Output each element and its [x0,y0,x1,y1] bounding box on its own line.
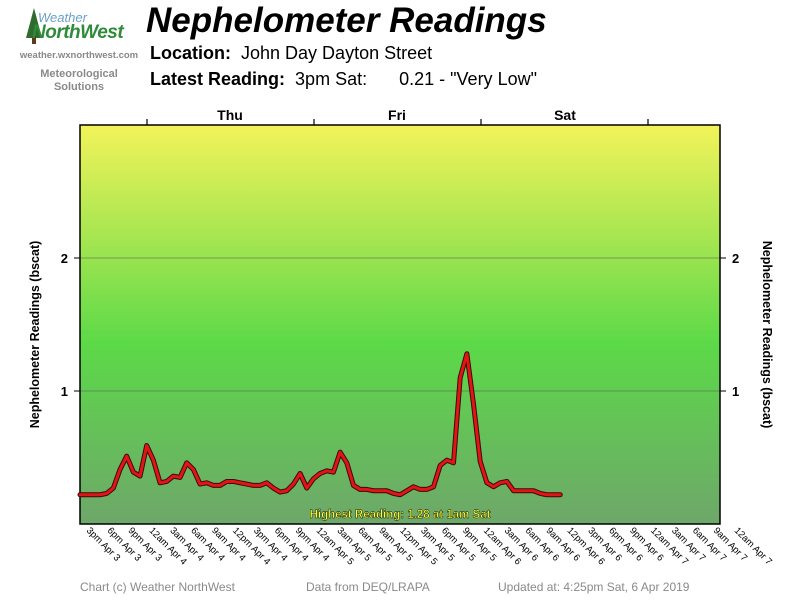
day-label-thu: Thu [217,107,243,123]
logo-brand-top: Weather [38,10,87,25]
footer-source: Data from DEQ/LRAPA [306,580,430,594]
series-line [78,352,562,497]
y-tick-label-right: 1 [732,384,739,399]
plot-frame [79,124,721,525]
latest-label: Latest Reading: [150,69,286,89]
page-title: Nephelometer Readings [146,1,547,40]
y-axis-title-left: Nephelometer Readings (bscat) [28,241,42,429]
latest-reading-line: Latest Reading: 3pm Sat: 0.21 - "Very Lo… [150,69,537,90]
footer-updated: Updated at: 4:25pm Sat, 6 Apr 2019 [498,580,690,594]
logo-url[interactable]: weather.wxnorthwest.com [19,50,139,61]
day-label-fri: Fri [388,107,406,123]
day-label-sat: Sat [554,107,576,123]
logo-tagline-line2: Solutions [53,81,105,93]
y-tick-label-left: 1 [61,384,68,399]
tree-icon [26,8,42,44]
location-line: Location: John Day Dayton Street [150,43,432,64]
logo: Weather NorthWest weather.wxnorthwest.co… [8,4,140,96]
logo-brand-main: NorthWest [32,22,124,43]
highest-reading-annotation: Highest Reading: 1.28 at 1am Sat [310,509,491,521]
y-tick-label-left: 2 [61,251,68,266]
latest-time: 3pm Sat: [295,69,368,89]
latest-value: 0.21 - "Very Low" [399,69,537,89]
plot-area [80,125,720,524]
location-value: John Day Dayton Street [241,43,433,63]
nephelometer-chart: 1 1 2 2 Thu Fri Sat Nephelometer Readings (bsca… [28,107,774,567]
logo-tagline-line1: Meteorological [40,68,118,80]
y-tick-label-right: 2 [732,251,739,266]
y-axis-title-right: Nephelometer Readings (bscat) [760,241,774,429]
location-label: Location: [150,43,231,63]
logo-tagline: Meteorological Solutions [16,68,142,94]
footer-copyright: Chart (c) Weather NorthWest [80,580,235,594]
